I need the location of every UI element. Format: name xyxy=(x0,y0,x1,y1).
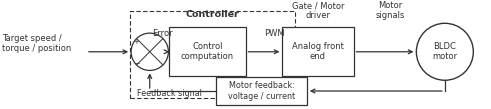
Bar xyxy=(130,11,295,98)
Text: Gate / Motor
driver: Gate / Motor driver xyxy=(292,1,344,20)
Text: Target speed /
torque / position: Target speed / torque / position xyxy=(2,34,72,53)
Ellipse shape xyxy=(131,33,168,70)
Text: BLDC
motor: BLDC motor xyxy=(432,42,458,61)
Text: PWM: PWM xyxy=(264,29,285,38)
Text: Motor
signals: Motor signals xyxy=(376,1,405,20)
Text: Control
computation: Control computation xyxy=(181,42,234,61)
Text: Motor feedback:
voltage / current: Motor feedback: voltage / current xyxy=(228,81,295,101)
Bar xyxy=(216,77,307,105)
Text: −: − xyxy=(134,59,140,68)
Text: Error: Error xyxy=(152,29,173,38)
Bar xyxy=(169,27,246,76)
Text: Analog front
end: Analog front end xyxy=(292,42,344,61)
Bar xyxy=(282,27,354,76)
Text: Feedback signal: Feedback signal xyxy=(137,89,202,98)
Text: Controller: Controller xyxy=(185,10,239,19)
Text: +: + xyxy=(134,38,139,44)
Ellipse shape xyxy=(416,23,473,80)
